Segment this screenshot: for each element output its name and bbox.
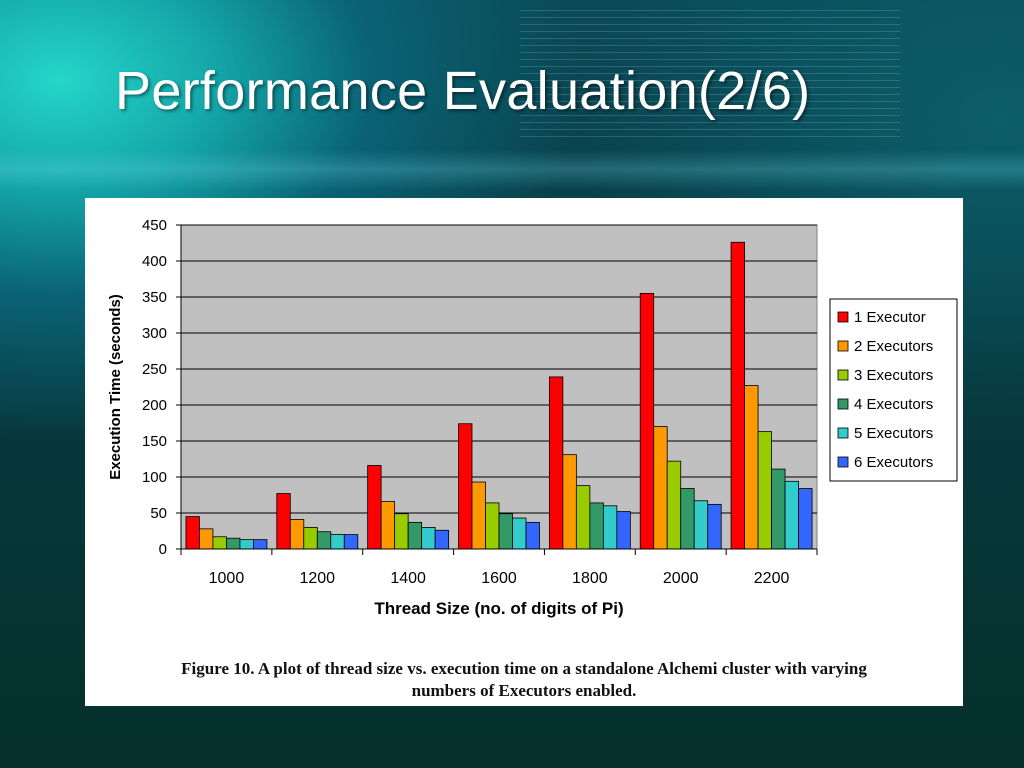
bar [471,481,486,550]
bar [639,293,655,550]
x-tick-label: 1200 [299,570,335,587]
bar [680,488,695,550]
bar [239,539,254,550]
bar [744,385,759,550]
y-tick-label: 100 [142,469,167,486]
bar [199,528,214,550]
slide-title: Performance Evaluation(2/6) [115,61,811,121]
y-tick-label: 250 [142,361,167,378]
bar [458,423,473,550]
gridlines [181,224,817,514]
bar [303,526,318,550]
bar [330,534,345,550]
bar [276,493,291,550]
bar [562,454,577,550]
y-tick-labels: 0 50 100 150 200 250 300 350 400 450 [142,217,181,558]
bar [421,526,436,550]
bar [512,517,527,550]
decorative-light-band [0,150,1024,190]
axes [180,225,817,550]
bar [485,502,500,550]
bar [616,511,631,550]
bar [226,537,241,550]
legend-box [829,298,958,482]
bar [367,465,382,550]
bar [253,539,268,550]
bar-chart: 0 50 100 150 200 250 300 350 400 450 1000 1200 1400… [107,217,958,618]
bar [380,501,396,550]
y-tick-label: 50 [150,505,167,522]
bar [653,426,668,550]
figure-caption: Figure 10. A plot of thread size vs. exe… [85,658,963,702]
legend-swatch [837,311,849,323]
x-tick-label: 1800 [572,570,608,587]
bar [289,519,305,550]
bar [212,536,227,550]
decorative-background-text [520,10,900,140]
bar [548,376,564,550]
bar [316,531,332,550]
legend-label: 4 Executors [854,396,933,413]
y-tick-label: 300 [142,325,167,342]
legend-label: 5 Executors [854,425,933,442]
x-axis-label: Thread Size (no. of digits of Pi) [374,599,623,618]
bar [771,468,786,550]
bar [730,241,745,550]
x-tick-label: 1600 [481,570,517,587]
legend-swatch [837,427,849,439]
legend-swatch [837,456,849,468]
legend-label: 2 Executors [854,338,933,355]
y-tick-label: 150 [142,433,167,450]
bar [693,500,709,550]
figure-panel: 0 50 100 150 200 250 300 350 400 450 1000 1200 1400… [85,198,963,706]
legend-swatch [837,340,849,352]
legend: 1 Executor 2 Executors 3 Executors 4 Execut… [829,298,958,482]
bar [343,534,359,550]
bar [575,485,591,550]
bar [525,521,540,550]
bar [498,513,513,550]
bar [434,529,450,550]
legend-swatch [837,398,849,410]
bar [757,431,772,550]
bar [589,502,604,550]
x-tick-label: 1400 [390,570,426,587]
bar [602,505,618,550]
bar [798,488,813,550]
legend-label: 1 Executor [854,309,926,326]
bar [394,513,409,550]
legend-swatch [837,369,849,381]
bar [407,521,423,550]
y-tick-label: 450 [142,217,167,234]
bar [707,503,722,550]
bar [784,480,799,550]
caption-line-2: numbers of Executors enabled. [411,681,637,700]
legend-label: 3 Executors [854,367,933,384]
caption-line-1: Figure 10. A plot of thread size vs. exe… [181,659,867,678]
x-tick-label: 1000 [209,570,245,587]
bar [666,460,682,550]
y-tick-label: 200 [142,397,167,414]
y-axis-label: Execution Time (seconds) [107,294,124,480]
x-tick-label: 2000 [663,570,699,587]
legend-label: 6 Executors [854,454,933,471]
bar [185,516,200,550]
y-tick-label: 0 [159,541,167,558]
y-tick-label: 350 [142,289,167,306]
x-tick-label: 2200 [754,570,790,587]
y-tick-label: 400 [142,253,167,270]
x-tick-labels: 1000 1200 1400 1600 1800 2000 2200 [180,549,818,587]
